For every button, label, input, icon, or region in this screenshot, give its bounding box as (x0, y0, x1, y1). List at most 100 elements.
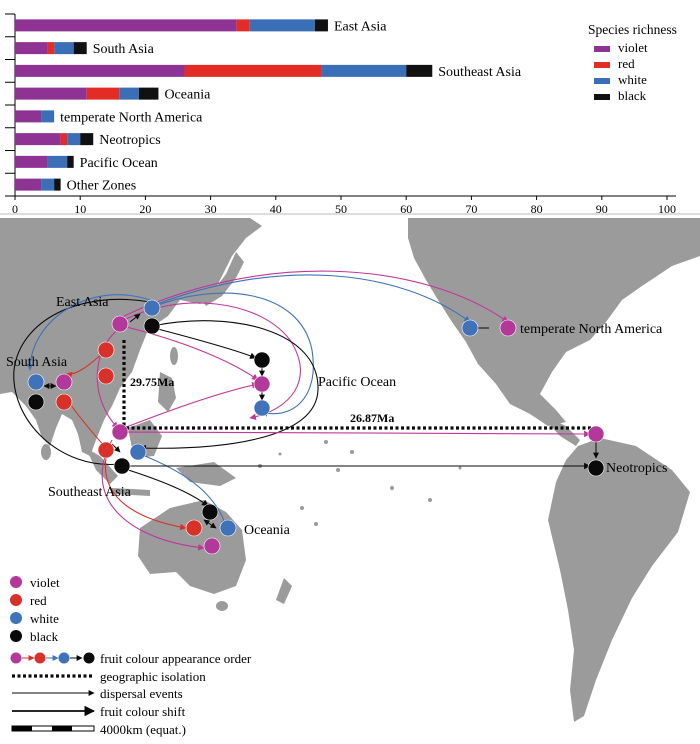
bar-segment-white (41, 110, 55, 123)
violet-node (203, 537, 221, 555)
bar-segment-violet (15, 155, 48, 168)
map-legend: violet red white black fruit colour appe… (10, 575, 252, 737)
x-tick-label: 40 (270, 202, 282, 216)
violet-node (587, 425, 605, 443)
route-pacific-loop-violet (119, 302, 301, 421)
x-tick-label: 10 (74, 202, 86, 216)
legend-isolation-label: geographic isolation (100, 669, 206, 684)
category-label: East Asia (334, 19, 387, 34)
dispersal-map: 29.75Ma 26.87Ma East Asia South Asia Sou… (0, 218, 700, 737)
route-east-pac-black (153, 327, 257, 359)
legend-label-red: red (618, 56, 635, 71)
route-se-pac-violet (123, 381, 259, 429)
island (324, 440, 328, 444)
violet-node (55, 373, 73, 391)
x-tick-label: 90 (596, 202, 608, 216)
black-node (201, 503, 219, 521)
bar-segment-violet (15, 178, 42, 191)
x-tick-label: 0 (12, 202, 18, 216)
bar-segment-white (249, 19, 315, 32)
red-node (97, 367, 115, 385)
bar-segment-red (60, 133, 68, 146)
legend-dispersal-label: dispersal events (100, 686, 183, 701)
geographic-isolation-lines: 29.75Ma 26.87Ma (122, 340, 592, 430)
shift-arrow (129, 313, 141, 323)
red-node (97, 441, 115, 459)
label-oceania: Oceania (244, 523, 291, 538)
bar-segment-white (47, 155, 68, 168)
red-node (185, 519, 203, 537)
black-node (253, 351, 271, 369)
x-axis-ticks: 0 10 20 30 40 50 60 70 80 90 100 (12, 196, 676, 216)
legend-swatch-white (594, 78, 610, 84)
label-neotropics: Neotropics (606, 461, 667, 476)
route-pacific-loop-white (149, 292, 314, 417)
bar-segment-white (321, 64, 407, 77)
route-pacific-loop-black (139, 320, 319, 452)
isolation-label-horizontal: 26.87Ma (350, 411, 394, 425)
x-tick-label: 20 (139, 202, 151, 216)
bar-segment-black (406, 64, 433, 77)
bar-segment-violet (15, 110, 42, 123)
x-tick-label: 80 (531, 202, 543, 216)
bar-segment-violet (15, 42, 48, 55)
bar-segment-white (67, 133, 81, 146)
route-se-oce-white (139, 453, 228, 527)
black-node (587, 459, 605, 477)
route-se-oce-violet (101, 439, 205, 551)
island (278, 452, 282, 456)
central-america (540, 414, 580, 446)
sumatra (86, 448, 118, 484)
white-node (461, 319, 479, 337)
isolation-label-vertical: 29.75Ma (130, 375, 174, 389)
white-node (129, 443, 147, 461)
legend-black-label: black (30, 629, 59, 644)
greenland (620, 218, 700, 250)
island (390, 486, 394, 490)
category-label: temperate North America (60, 110, 203, 125)
red-node (55, 393, 73, 411)
legend-swatch-red (594, 62, 610, 68)
tasmania (216, 601, 228, 611)
route-se-oce-red (104, 457, 187, 531)
species-richness-bar-chart: East Asia South Asia Southeast Asia Oceania… (5, 13, 677, 216)
category-label: South Asia (93, 42, 155, 57)
x-tick-label: 50 (335, 202, 347, 216)
x-tick-label: 30 (205, 202, 217, 216)
route-east-se-violet (96, 327, 121, 429)
label-pacific-ocean: Pacific Ocean (318, 375, 396, 390)
legend-swatch-violet (594, 46, 610, 52)
new-zealand (276, 578, 292, 604)
bar-segment-white (54, 42, 74, 55)
legend-label-violet: violet (618, 40, 648, 55)
x-tick-label: 70 (465, 202, 477, 216)
legend-scale-bar (11, 725, 95, 732)
fruit-colour-nodes (27, 299, 605, 555)
island (314, 522, 318, 526)
x-tick-label: 100 (658, 202, 676, 216)
black-node (27, 393, 45, 411)
legend-order-sequence (10, 652, 95, 664)
island (458, 466, 462, 470)
legend-white-label: white (30, 611, 59, 626)
violet-node (499, 319, 517, 337)
legend-red-label: red (30, 593, 47, 608)
island (300, 506, 304, 510)
japan-landmass (200, 252, 244, 306)
bar-segment-white (119, 87, 139, 100)
legend-red-dot (10, 594, 22, 606)
white-node (143, 299, 161, 317)
shift-arrow (111, 443, 121, 453)
violet-node (111, 423, 129, 441)
island (350, 450, 354, 454)
legend-black-dot (10, 630, 22, 642)
island (336, 468, 340, 472)
bar-segment-violet (15, 133, 61, 146)
x-tick-label: 60 (400, 202, 412, 216)
region-labels: East Asia South Asia Southeast Asia Ocea… (6, 295, 667, 538)
label-southeast-asia: Southeast Asia (48, 485, 132, 500)
bar-segment-violet (15, 64, 185, 77)
violet-node (253, 375, 271, 393)
